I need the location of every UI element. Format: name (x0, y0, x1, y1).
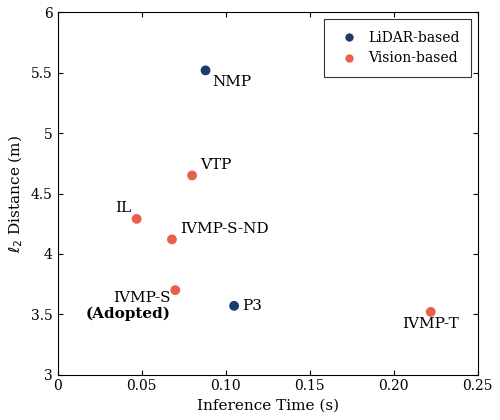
Point (188, 172, 196, 179)
Text: P3: P3 (242, 299, 262, 313)
Text: NMP: NMP (212, 75, 252, 89)
Y-axis label: $\ell_2$ Distance (m): $\ell_2$ Distance (m) (7, 134, 26, 252)
Point (132, 215, 140, 222)
Text: IVMP-S-ND: IVMP-S-ND (180, 222, 269, 236)
Point (426, 309, 434, 315)
Text: (Adopted): (Adopted) (85, 307, 170, 321)
Point (172, 287, 179, 294)
Text: IVMP-S: IVMP-S (112, 291, 170, 305)
Point (168, 236, 176, 243)
Text: VTP: VTP (200, 158, 232, 172)
Point (202, 67, 209, 74)
Text: IVMP-T: IVMP-T (402, 317, 459, 331)
Point (230, 302, 238, 309)
Text: IL: IL (116, 201, 132, 215)
Legend: LiDAR-based, Vision-based: LiDAR-based, Vision-based (324, 19, 471, 76)
X-axis label: Inference Time (s): Inference Time (s) (196, 399, 339, 413)
